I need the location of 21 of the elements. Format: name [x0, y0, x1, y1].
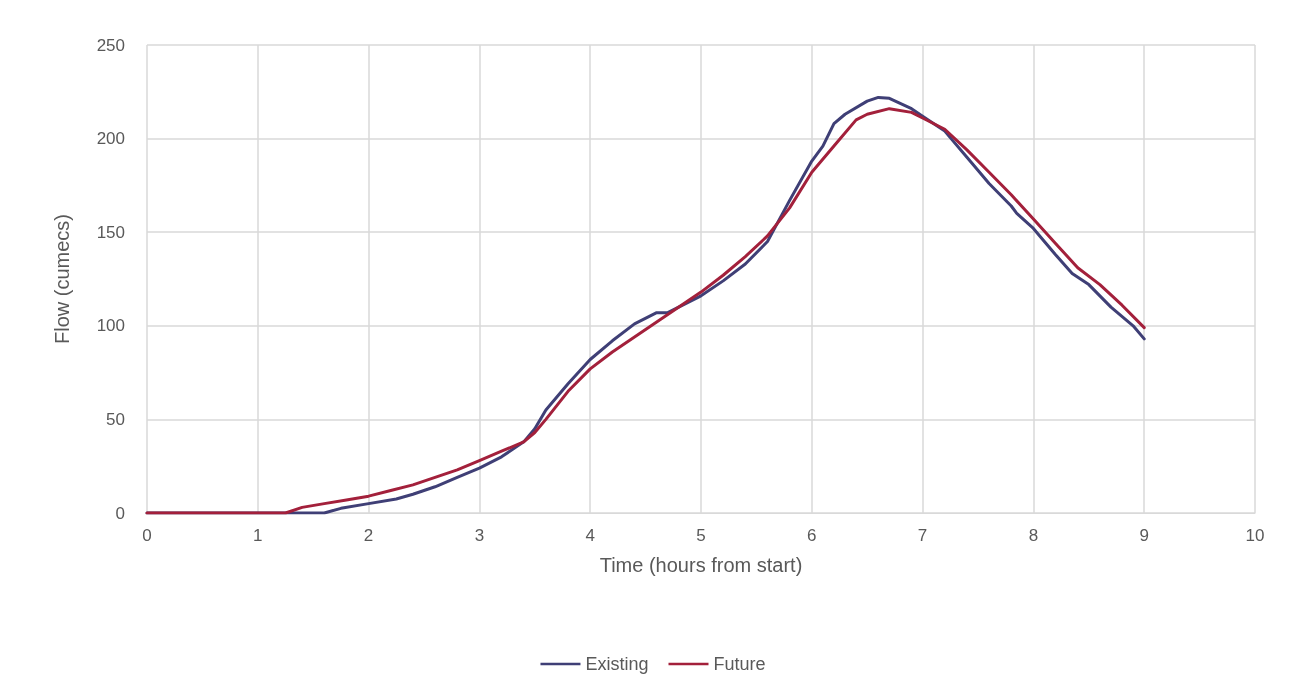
y-tick-label: 250 [96, 35, 125, 55]
y-tick-label: 150 [96, 222, 125, 242]
legend-label: Existing [585, 654, 649, 674]
y-tick-label: 200 [96, 129, 125, 149]
y-tick-label: 100 [96, 316, 125, 336]
x-tick-label: 4 [585, 526, 595, 545]
y-tick-label: 0 [115, 503, 125, 523]
x-tick-label: 3 [474, 526, 485, 545]
x-tick-label: 0 [142, 526, 152, 545]
y-tick-label: 50 [106, 409, 125, 429]
x-tick-label: 5 [696, 526, 706, 545]
x-tick-label: 9 [1139, 526, 1149, 545]
x-tick-label: 8 [1028, 526, 1039, 545]
x-tick-label: 1 [253, 526, 263, 545]
legend-label: Future [713, 654, 766, 674]
x-tick-label: 7 [917, 526, 928, 545]
x-tick-label: 10 [1245, 526, 1265, 545]
x-tick-label: 6 [807, 526, 817, 545]
x-tick-label: 2 [363, 526, 374, 545]
x-axis-title: Time (hours from start) [599, 554, 803, 576]
y-axis-title: Flow (cumecs) [51, 213, 73, 345]
